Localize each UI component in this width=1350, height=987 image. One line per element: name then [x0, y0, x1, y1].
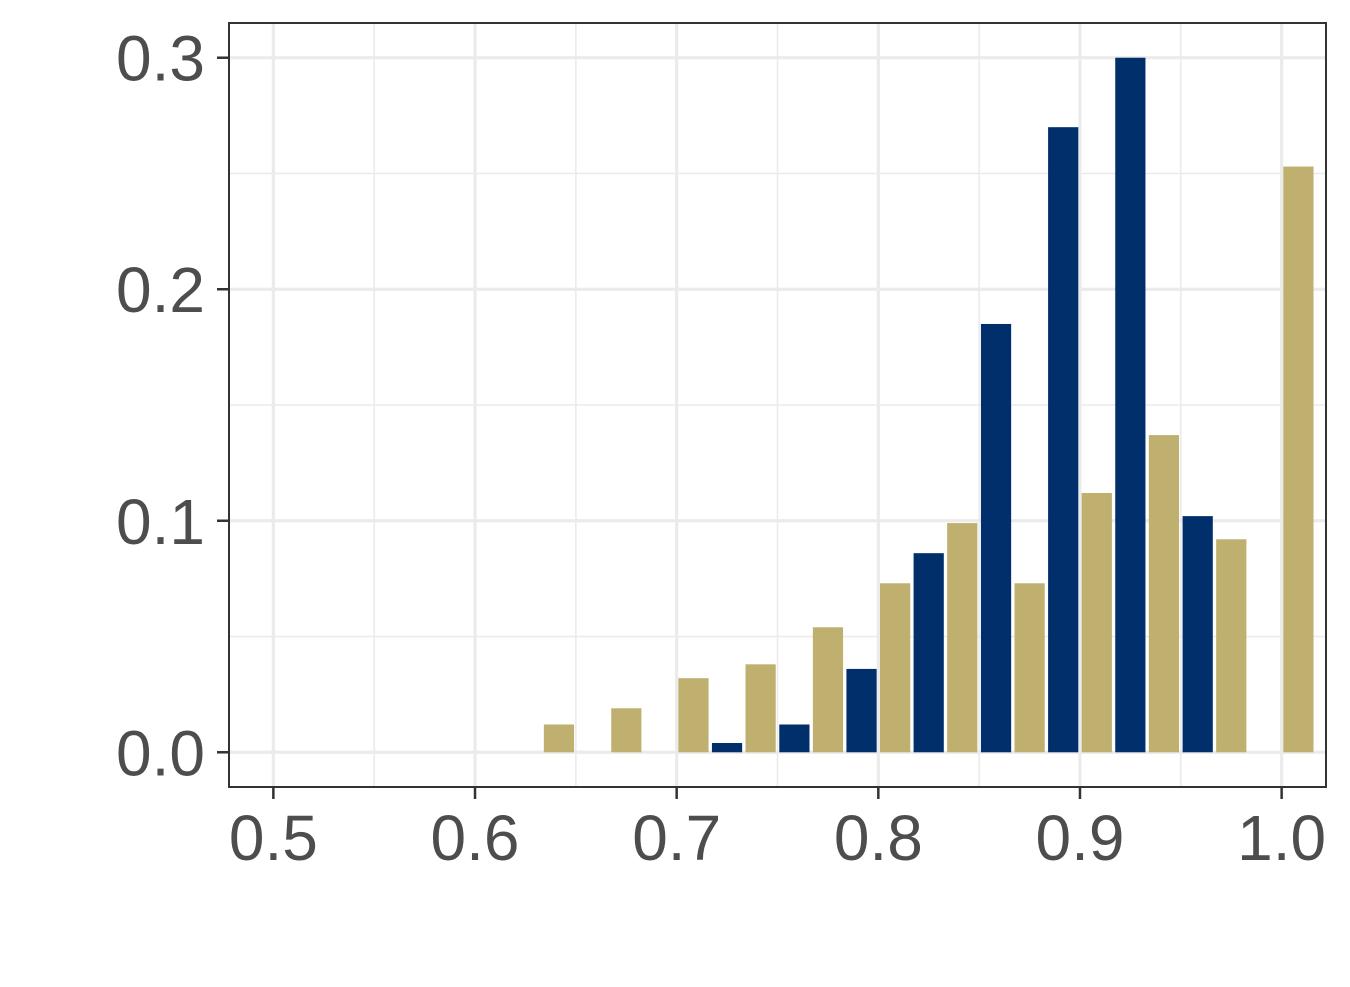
bar-series-2	[543, 724, 575, 753]
plot-border	[228, 22, 1327, 788]
bar-series-2	[745, 664, 776, 753]
bar-series-1	[1115, 57, 1146, 753]
bar-series-1	[913, 553, 944, 753]
x-axis-tick-labels: 0.5 0.6 0.7 0.8 0.9 1.0	[229, 802, 1326, 874]
x-tick-label: 0.8	[834, 802, 923, 874]
y-tick-label: 0.3	[116, 23, 205, 95]
bar-series-1	[980, 323, 1012, 753]
bar-series-2	[947, 523, 978, 753]
bar-series-2	[678, 678, 709, 753]
y-tick-label: 0.2	[116, 254, 205, 326]
bar-series-2	[1216, 539, 1247, 753]
bar-series-1	[1182, 516, 1213, 753]
x-tick-label: 0.5	[229, 802, 318, 874]
bar-series-1	[846, 668, 877, 753]
bar-series-2	[1014, 583, 1045, 753]
bar-series-2	[611, 708, 642, 753]
bar-series-2	[812, 627, 844, 753]
y-tick-label: 0.0	[116, 717, 205, 789]
axis-ticks	[217, 56, 1283, 799]
bar-series-2	[1081, 492, 1112, 753]
bar-series-1	[1048, 127, 1079, 753]
y-tick-label: 0.1	[116, 486, 205, 558]
bar-series-2	[1148, 435, 1180, 753]
x-tick-label: 0.9	[1035, 802, 1124, 874]
y-axis-tick-labels: 0.0 0.1 0.2 0.3	[116, 23, 205, 790]
bar-series-1	[779, 724, 810, 753]
bar-series-2	[880, 583, 911, 753]
bars	[543, 57, 1314, 753]
x-tick-label: 0.7	[632, 802, 721, 874]
x-tick-label: 0.6	[431, 802, 520, 874]
x-tick-label: 1.0	[1237, 802, 1326, 874]
bar-series-1	[711, 743, 743, 753]
major-gridlines	[229, 23, 1326, 787]
bar-series-2	[1283, 166, 1314, 753]
